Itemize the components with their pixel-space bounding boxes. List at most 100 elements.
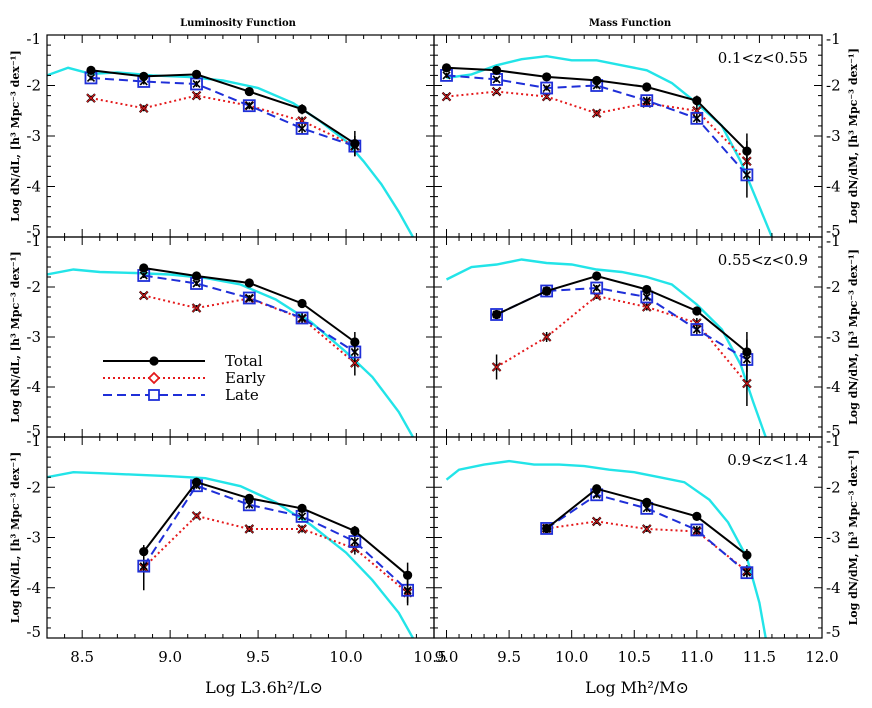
late-point-cross [350, 537, 359, 546]
early-point-inner [642, 524, 652, 534]
total-point [491, 309, 502, 320]
total-point [642, 284, 652, 295]
late-point-cross [492, 75, 501, 84]
late-point-cross [542, 83, 551, 93]
y-tick-label: -1 [26, 30, 41, 48]
late-point [690, 323, 704, 336]
total-line [90, 69, 356, 145]
early-point-inner [192, 511, 201, 521]
left-column-title: Luminosity Function [180, 18, 297, 29]
total-point [542, 523, 552, 534]
panel-frame [46, 236, 435, 438]
model-curve [445, 258, 767, 437]
total-line [496, 274, 748, 353]
total-point [244, 86, 254, 97]
early-point-inner [192, 303, 201, 313]
y-tick-label: -4 [26, 378, 41, 396]
right-x-axis-label: Log Mh²/M⊙ [585, 678, 689, 697]
early-point-inner [297, 524, 307, 534]
x-tick-label: 9.5 [246, 648, 270, 666]
model-curve [47, 268, 414, 437]
total-point [191, 271, 202, 281]
total-line [142, 481, 409, 576]
early-point-inner [244, 524, 254, 534]
early-point-inner [442, 92, 451, 101]
late-point [640, 94, 654, 108]
late-point-cross [592, 283, 601, 293]
late-point-cross [245, 500, 254, 509]
x-tick-label: 10.0 [555, 648, 588, 666]
y-tick-label: -3 [826, 529, 841, 547]
early-point-inner [592, 108, 602, 118]
y-axis-label: Log dN/dL, [h³ Mpc⁻³ dex⁻¹] [9, 50, 22, 221]
total-point [297, 104, 307, 114]
model-curve [445, 459, 767, 638]
y-tick-label: -4 [26, 579, 41, 597]
model-curve [446, 54, 774, 237]
late-point-cross [298, 313, 307, 323]
y-tick-label: -1 [26, 232, 41, 250]
late-point-cross [245, 293, 254, 303]
y-tick-label: -5 [826, 222, 841, 240]
early-line [446, 90, 748, 163]
y-axis-label: Log dN/dM, [h³ Mpc⁻³ dex⁻¹] [847, 450, 860, 626]
late-point [540, 522, 554, 535]
late-point-cross [192, 279, 201, 288]
y-tick-label: -1 [826, 30, 841, 48]
total-point [592, 75, 602, 86]
late-point [540, 284, 554, 298]
total-point [350, 138, 360, 149]
late-point-cross [139, 562, 148, 571]
late-point-cross [442, 71, 451, 80]
y-tick-label: -4 [826, 378, 841, 396]
early-point-inner [139, 291, 149, 300]
early-point-inner [86, 93, 96, 103]
total-point [139, 546, 149, 557]
panel-frame [46, 436, 435, 639]
redshift-label: 0.55<z<0.9 [718, 251, 808, 269]
x-tick-label: 10.5 [618, 648, 651, 666]
legend-marker-early [147, 371, 161, 385]
total-point [542, 72, 552, 82]
early-point-inner [492, 87, 501, 96]
y-tick-label: -4 [26, 178, 41, 196]
y-axis-label: Log dN/dM, [h³ Mpc⁻³ dex⁻¹] [847, 48, 860, 224]
total-point [350, 337, 360, 347]
y-tick-label: -3 [826, 127, 841, 145]
x-tick-label: 9.5 [497, 648, 521, 666]
legend-label: Early [225, 369, 266, 387]
total-point [692, 306, 702, 316]
total-point [350, 526, 360, 536]
y-tick-label: -1 [826, 432, 841, 450]
y-tick-label: -3 [826, 328, 841, 346]
late-point [590, 281, 604, 295]
model-curve [47, 66, 414, 237]
legend-marker-late [148, 389, 160, 401]
late-point [137, 559, 151, 573]
panel-left-0 [47, 65, 414, 237]
late-point-cross [298, 124, 307, 133]
y-tick-label: -2 [26, 478, 41, 496]
early-point-inner [692, 318, 702, 328]
late-point-cross [742, 170, 751, 179]
y-axis-label: Log dN/dL, [h³ Mpc⁻³ dex⁻¹] [9, 251, 22, 422]
total-point [642, 82, 652, 92]
y-tick-label: -2 [826, 77, 841, 95]
x-tick-label: 12.0 [805, 648, 838, 666]
y-tick-label: -4 [826, 178, 841, 196]
total-point [692, 96, 702, 106]
y-tick-label: -2 [826, 278, 841, 296]
redshift-label: 0.9<z<1.4 [727, 451, 808, 469]
total-point [139, 263, 149, 273]
early-point-inner [350, 544, 360, 553]
panel-right-0 [440, 54, 774, 237]
late-point [348, 535, 362, 548]
total-point [592, 484, 602, 494]
late-point-cross [642, 96, 651, 105]
late-point-cross [192, 79, 201, 89]
late-point-cross [742, 568, 751, 577]
late-point-cross [403, 586, 412, 595]
late-point [295, 311, 309, 325]
total-point [742, 146, 752, 156]
